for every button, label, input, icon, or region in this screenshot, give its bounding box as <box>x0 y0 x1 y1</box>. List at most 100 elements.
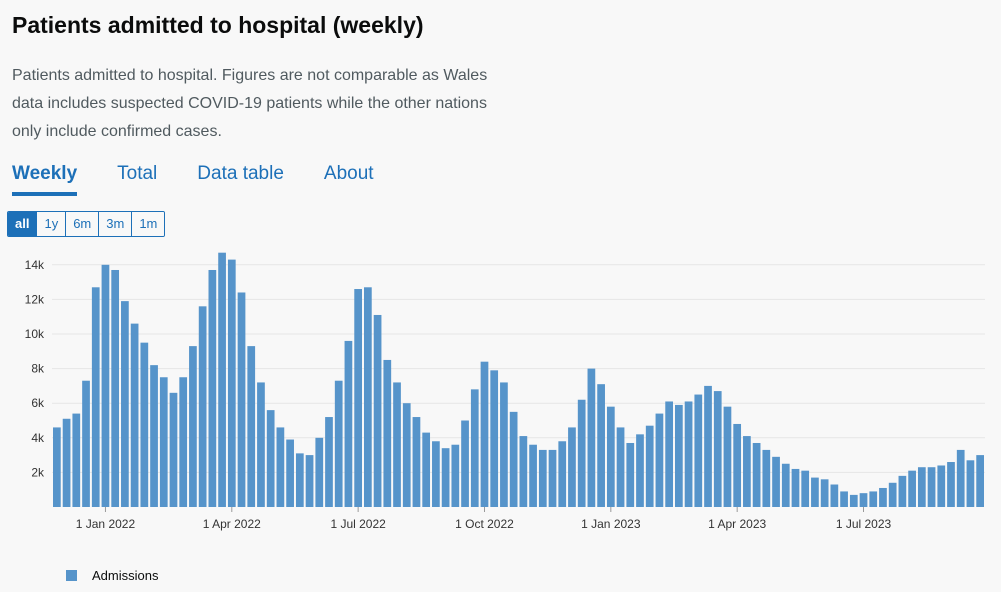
bar[interactable] <box>811 477 819 507</box>
bar[interactable] <box>334 380 343 507</box>
bar[interactable] <box>72 413 81 507</box>
bar[interactable] <box>354 289 362 507</box>
bar[interactable] <box>548 449 557 507</box>
bar[interactable] <box>568 427 576 507</box>
bar[interactable] <box>325 417 333 507</box>
bar[interactable] <box>422 432 431 507</box>
bar[interactable] <box>237 292 246 507</box>
tab-about[interactable]: About <box>323 163 374 184</box>
bar[interactable] <box>451 444 460 507</box>
bar[interactable] <box>198 306 207 507</box>
bar[interactable] <box>218 252 226 507</box>
bar[interactable] <box>820 479 829 507</box>
bar[interactable] <box>227 259 236 507</box>
bar[interactable] <box>364 287 372 507</box>
bar[interactable] <box>558 441 567 507</box>
bar[interactable] <box>189 346 197 507</box>
bar[interactable] <box>626 442 635 507</box>
bar[interactable] <box>208 269 217 507</box>
bar[interactable] <box>101 264 110 507</box>
bar[interactable] <box>179 377 188 507</box>
bar[interactable] <box>295 453 304 507</box>
bar[interactable] <box>257 382 265 507</box>
bar[interactable] <box>159 377 168 507</box>
bar[interactable] <box>500 382 508 507</box>
bar[interactable] <box>587 368 596 507</box>
range-1m-button[interactable]: 1m <box>131 212 165 236</box>
bar[interactable] <box>519 436 528 507</box>
bar[interactable] <box>743 436 751 507</box>
bar[interactable] <box>441 448 450 507</box>
bar[interactable] <box>480 361 489 507</box>
bar[interactable] <box>470 389 479 507</box>
bar[interactable] <box>898 475 907 507</box>
bar[interactable] <box>830 484 839 507</box>
bar[interactable] <box>606 406 615 507</box>
bar[interactable] <box>432 441 440 507</box>
bar[interactable] <box>840 491 848 507</box>
bar[interactable] <box>704 385 712 507</box>
bar[interactable] <box>917 467 926 507</box>
bar[interactable] <box>597 384 605 507</box>
bar[interactable] <box>111 269 120 507</box>
bar[interactable] <box>937 465 946 507</box>
bar[interactable] <box>762 449 771 507</box>
bar[interactable] <box>169 392 178 507</box>
bar[interactable] <box>733 423 742 507</box>
bar[interactable] <box>130 323 139 507</box>
range-6m-button[interactable]: 6m <box>65 212 99 236</box>
bar[interactable] <box>62 418 71 507</box>
bar[interactable] <box>393 382 401 507</box>
bar[interactable] <box>645 425 654 507</box>
bar[interactable] <box>879 487 887 507</box>
range-all-button[interactable]: all <box>8 212 37 236</box>
bar[interactable] <box>947 462 955 507</box>
range-1y-button[interactable]: 1y <box>36 212 66 236</box>
bar[interactable] <box>121 301 129 507</box>
bar[interactable] <box>966 460 975 507</box>
bar[interactable] <box>91 287 100 507</box>
bar[interactable] <box>150 365 158 507</box>
bar[interactable] <box>694 394 703 507</box>
bar[interactable] <box>529 444 537 507</box>
bar[interactable] <box>723 406 732 507</box>
bar[interactable] <box>276 427 285 507</box>
bar[interactable] <box>412 417 421 507</box>
bar[interactable] <box>461 420 469 508</box>
bar[interactable] <box>538 449 547 507</box>
bar[interactable] <box>490 370 499 507</box>
bar[interactable] <box>577 399 586 507</box>
bar[interactable] <box>869 491 878 507</box>
bar[interactable] <box>772 456 780 507</box>
bar[interactable] <box>888 482 897 507</box>
range-3m-button[interactable]: 3m <box>98 212 132 236</box>
bar[interactable] <box>247 346 256 507</box>
bar[interactable] <box>675 404 683 507</box>
bar[interactable] <box>402 403 411 507</box>
bar[interactable] <box>286 439 294 507</box>
tab-weekly[interactable]: Weekly <box>12 162 78 196</box>
tab-total[interactable]: Total <box>117 163 158 184</box>
bar[interactable] <box>266 410 275 507</box>
bar[interactable] <box>616 427 625 507</box>
bar[interactable] <box>791 468 800 507</box>
tab-data-table[interactable]: Data table <box>197 163 284 184</box>
bar[interactable] <box>713 391 722 507</box>
bar[interactable] <box>956 449 965 507</box>
bar[interactable] <box>752 442 761 507</box>
bar[interactable] <box>684 401 693 507</box>
bar[interactable] <box>53 427 61 507</box>
bar[interactable] <box>636 434 644 507</box>
bar[interactable] <box>140 342 149 507</box>
bar[interactable] <box>976 455 984 507</box>
bar[interactable] <box>665 401 673 507</box>
bar[interactable] <box>509 411 518 507</box>
bar[interactable] <box>315 437 324 507</box>
bar[interactable] <box>801 470 810 507</box>
bar[interactable] <box>908 470 916 507</box>
bar[interactable] <box>373 314 382 507</box>
bar[interactable] <box>305 455 314 507</box>
bar[interactable] <box>927 467 936 507</box>
bar[interactable] <box>344 340 353 507</box>
bar[interactable] <box>82 380 90 507</box>
